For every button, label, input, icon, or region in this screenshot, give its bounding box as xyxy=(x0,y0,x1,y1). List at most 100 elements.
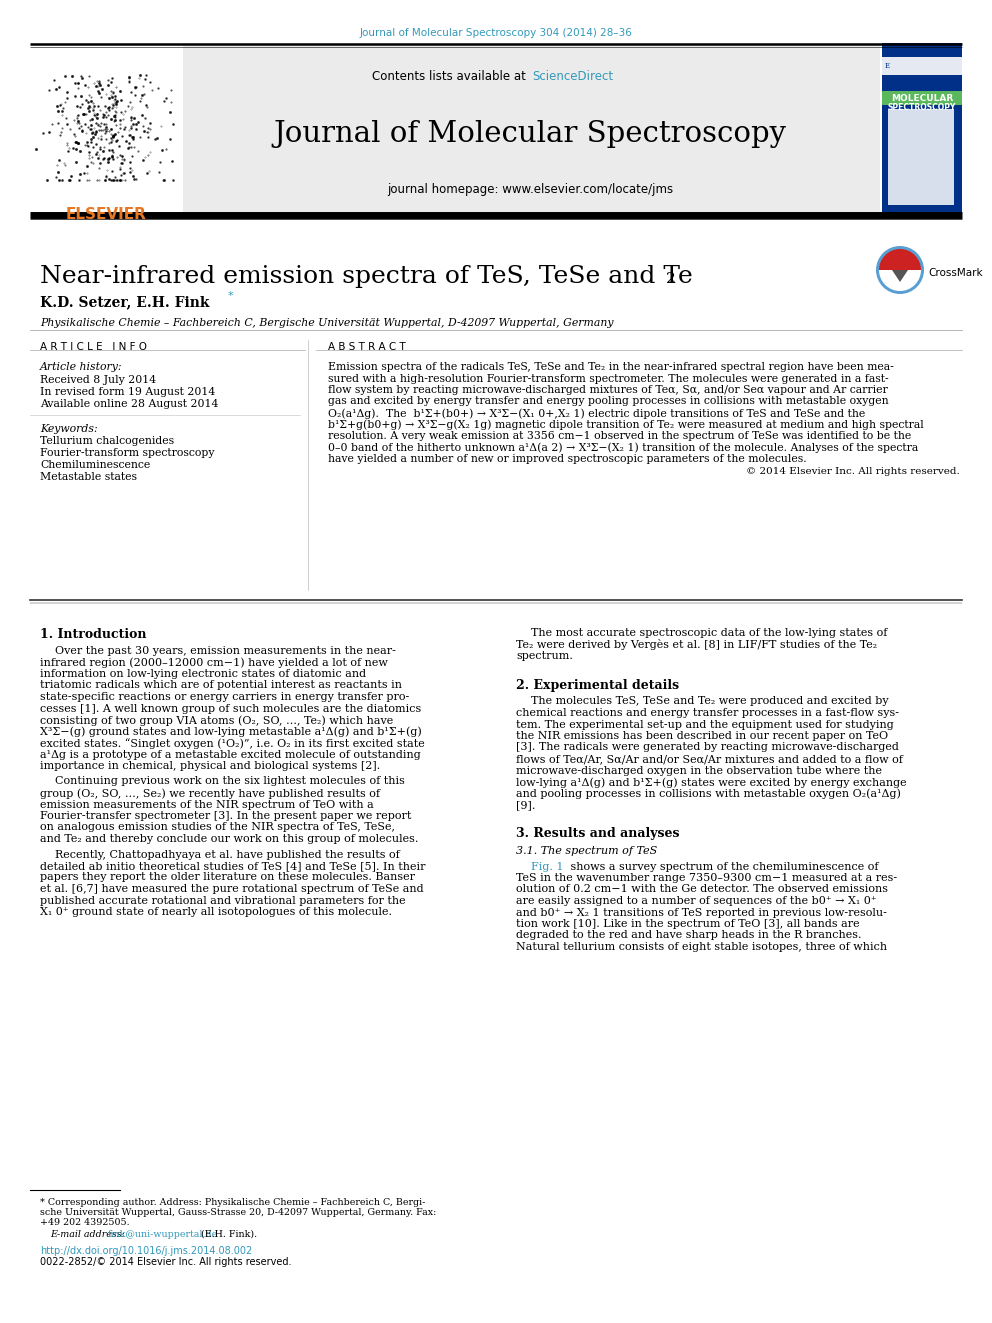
Polygon shape xyxy=(892,270,908,282)
Text: Chemiluminescence: Chemiluminescence xyxy=(40,460,150,470)
Text: spectrum.: spectrum. xyxy=(516,651,572,662)
Text: tem. The experimental set-up and the equipment used for studying: tem. The experimental set-up and the equ… xyxy=(516,720,894,729)
Text: and Te₂ and thereby conclude our work on this group of molecules.: and Te₂ and thereby conclude our work on… xyxy=(40,833,419,844)
Text: Fourier-transform spectroscopy: Fourier-transform spectroscopy xyxy=(40,448,214,458)
Text: cesses [1]. A well known group of such molecules are the diatomics: cesses [1]. A well known group of such m… xyxy=(40,704,422,713)
Text: are easily assigned to a number of sequences of the b0⁺ → X₁ 0⁺: are easily assigned to a number of seque… xyxy=(516,896,877,906)
Text: Keywords:: Keywords: xyxy=(40,423,97,434)
Text: 2. Experimental details: 2. Experimental details xyxy=(516,679,680,692)
Text: ScienceDirect: ScienceDirect xyxy=(532,70,613,83)
Text: *: * xyxy=(228,291,234,302)
Text: In revised form 19 August 2014: In revised form 19 August 2014 xyxy=(40,388,215,397)
Text: olution of 0.2 cm−1 with the Ge detector. The observed emissions: olution of 0.2 cm−1 with the Ge detector… xyxy=(516,885,888,894)
Text: 0022-2852/© 2014 Elsevier Inc. All rights reserved.: 0022-2852/© 2014 Elsevier Inc. All right… xyxy=(40,1257,292,1267)
Text: excited states. “Singlet oxygen (¹O₂)”, i.e. O₂ in its first excited state: excited states. “Singlet oxygen (¹O₂)”, … xyxy=(40,738,425,749)
Text: Available online 28 August 2014: Available online 28 August 2014 xyxy=(40,400,218,409)
Text: +49 202 4392505.: +49 202 4392505. xyxy=(40,1218,130,1226)
Text: have yielded a number of new or improved spectroscopic parameters of the molecul: have yielded a number of new or improved… xyxy=(328,454,806,464)
Text: resolution. A very weak emission at 3356 cm−1 observed in the spectrum of TeSe w: resolution. A very weak emission at 3356… xyxy=(328,431,912,441)
Text: 3. Results and analyses: 3. Results and analyses xyxy=(516,827,680,840)
Bar xyxy=(183,45,880,216)
Text: importance in chemical, physical and biological systems [2].: importance in chemical, physical and bio… xyxy=(40,761,380,771)
Text: Article history:: Article history: xyxy=(40,363,122,372)
Text: emission measurements of the NIR spectrum of TeO with a: emission measurements of the NIR spectru… xyxy=(40,799,374,810)
Text: Received 8 July 2014: Received 8 July 2014 xyxy=(40,374,156,385)
Text: infrared region (2000–12000 cm−1) have yielded a lot of new: infrared region (2000–12000 cm−1) have y… xyxy=(40,658,388,668)
Wedge shape xyxy=(879,270,921,291)
Text: Near-infrared emission spectra of TeS, TeSe and Te: Near-infrared emission spectra of TeS, T… xyxy=(40,265,692,288)
Text: The molecules TeS, TeSe and Te₂ were produced and excited by: The molecules TeS, TeSe and Te₂ were pro… xyxy=(531,696,889,706)
Text: a¹Δg is a prototype of a metastable excited molecule of outstanding: a¹Δg is a prototype of a metastable exci… xyxy=(40,750,421,759)
Text: © 2014 Elsevier Inc. All rights reserved.: © 2014 Elsevier Inc. All rights reserved… xyxy=(746,467,960,476)
Text: The most accurate spectroscopic data of the low-lying states of: The most accurate spectroscopic data of … xyxy=(531,628,888,638)
Bar xyxy=(888,108,954,205)
Text: X³Σ−(g) ground states and low-lying metastable a¹Δ(g) and b¹Σ+(g): X³Σ−(g) ground states and low-lying meta… xyxy=(40,726,422,737)
Text: Tellurium chalcogenides: Tellurium chalcogenides xyxy=(40,437,175,446)
Text: Contents lists available at: Contents lists available at xyxy=(372,70,530,83)
Text: X₁ 0⁺ ground state of nearly all isotopologues of this molecule.: X₁ 0⁺ ground state of nearly all isotopo… xyxy=(40,908,392,917)
Text: Over the past 30 years, emission measurements in the near-: Over the past 30 years, emission measure… xyxy=(55,646,396,656)
Text: 1. Introduction: 1. Introduction xyxy=(40,628,147,642)
Text: Fourier-transfer spectrometer [3]. In the present paper we report: Fourier-transfer spectrometer [3]. In th… xyxy=(40,811,412,822)
Text: 0–0 band of the hitherto unknown a¹Δ(a 2) → X³Σ−(X₂ 1) transition of the molecul: 0–0 band of the hitherto unknown a¹Δ(a 2… xyxy=(328,442,919,452)
Text: Emission spectra of the radicals TeS, TeSe and Te₂ in the near-infrared spectral: Emission spectra of the radicals TeS, Te… xyxy=(328,363,894,372)
Text: gas and excited by energy transfer and energy pooling processes in collisions wi: gas and excited by energy transfer and e… xyxy=(328,397,889,406)
Text: and pooling processes in collisions with metastable oxygen O₂(a¹Δg): and pooling processes in collisions with… xyxy=(516,789,901,799)
Text: Physikalische Chemie – Fachbereich C, Bergische Universität Wuppertal, D-42097 W: Physikalische Chemie – Fachbereich C, Be… xyxy=(40,318,613,328)
Text: and b0⁺ → X₂ 1 transitions of TeS reported in previous low-resolu-: and b0⁺ → X₂ 1 transitions of TeS report… xyxy=(516,908,887,917)
Text: sured with a high-resolution Fourier-transform spectrometer. The molecules were : sured with a high-resolution Fourier-tra… xyxy=(328,373,889,384)
Text: Continuing previous work on the six lightest molecules of this: Continuing previous work on the six ligh… xyxy=(55,777,405,786)
Text: K.D. Setzer, E.H. Fink: K.D. Setzer, E.H. Fink xyxy=(40,295,209,310)
Text: 2: 2 xyxy=(666,273,676,286)
Text: ELSEVIER: ELSEVIER xyxy=(65,206,147,222)
Text: http://dx.doi.org/10.1016/j.jms.2014.08.002: http://dx.doi.org/10.1016/j.jms.2014.08.… xyxy=(40,1246,252,1256)
Text: shows a survey spectrum of the chemiluminescence of: shows a survey spectrum of the chemilumi… xyxy=(567,861,879,872)
Text: SPECTROSCOPY: SPECTROSCOPY xyxy=(888,103,956,112)
Text: flows of Teα/Ar, Sα/Ar and/or Seα/Ar mixtures and added to a flow of: flows of Teα/Ar, Sα/Ar and/or Seα/Ar mix… xyxy=(516,754,903,763)
Text: group (O₂, SO, …, Se₂) we recently have published results of: group (O₂, SO, …, Se₂) we recently have … xyxy=(40,789,380,799)
Text: Fig. 1: Fig. 1 xyxy=(531,861,563,872)
Text: on analogous emission studies of the NIR spectra of TeS, TeSe,: on analogous emission studies of the NIR… xyxy=(40,823,395,832)
Text: fink@uni-wuppertal.de: fink@uni-wuppertal.de xyxy=(108,1230,218,1240)
Text: the NIR emissions has been described in our recent paper on TeO: the NIR emissions has been described in … xyxy=(516,732,888,741)
Bar xyxy=(30,60,182,200)
Text: MOLECULAR: MOLECULAR xyxy=(891,94,953,103)
Text: consisting of two group VIA atoms (O₂, SO, …, Te₂) which have: consisting of two group VIA atoms (O₂, S… xyxy=(40,714,393,725)
Text: * Corresponding author. Address: Physikalische Chemie – Fachbereich C, Bergi-: * Corresponding author. Address: Physika… xyxy=(40,1199,426,1207)
Text: E-mail address:: E-mail address: xyxy=(50,1230,125,1240)
Text: Journal of: Journal of xyxy=(907,79,936,85)
Text: [9].: [9]. xyxy=(516,800,536,810)
Text: E: E xyxy=(885,62,890,70)
Text: b¹Σ+g(b0+g) → X³Σ−g(X₂ 1g) magnetic dipole transition of Te₂ were measured at me: b¹Σ+g(b0+g) → X³Σ−g(X₂ 1g) magnetic dipo… xyxy=(328,419,924,430)
Text: (E.H. Fink).: (E.H. Fink). xyxy=(198,1230,257,1240)
Text: Journal of Molecular Spectroscopy: Journal of Molecular Spectroscopy xyxy=(274,120,787,148)
Text: sche Universität Wuppertal, Gauss-Strasse 20, D-42097 Wuppertal, Germany. Fax:: sche Universität Wuppertal, Gauss-Strass… xyxy=(40,1208,436,1217)
Text: Journal of Molecular Spectroscopy 304 (2014) 28–36: Journal of Molecular Spectroscopy 304 (2… xyxy=(359,28,633,38)
Text: information on low-lying electronic states of diatomic and: information on low-lying electronic stat… xyxy=(40,669,366,679)
Text: papers they report the older literature on these molecules. Banser: papers they report the older literature … xyxy=(40,872,415,882)
Text: O₂(a¹Δg).  The  b¹Σ+(b0+) → X³Σ−(X₁ 0+,X₂ 1) electric dipole transitions of TeS : O₂(a¹Δg). The b¹Σ+(b0+) → X³Σ−(X₁ 0+,X₂ … xyxy=(328,407,865,418)
Text: detailed ab initio theoretical studies of TeS [4] and TeSe [5]. In their: detailed ab initio theoretical studies o… xyxy=(40,861,426,871)
Text: TeS in the wavenumber range 7350–9300 cm−1 measured at a res-: TeS in the wavenumber range 7350–9300 cm… xyxy=(516,873,897,882)
Text: microwave-discharged oxygen in the observation tube where the: microwave-discharged oxygen in the obser… xyxy=(516,766,882,775)
Text: triatomic radicals which are of potential interest as reactants in: triatomic radicals which are of potentia… xyxy=(40,680,402,691)
Wedge shape xyxy=(879,249,921,270)
Circle shape xyxy=(876,246,924,294)
Text: A R T I C L E   I N F O: A R T I C L E I N F O xyxy=(40,343,147,352)
Text: CrossMark: CrossMark xyxy=(928,269,983,278)
Text: chemical reactions and energy transfer processes in a fast-flow sys-: chemical reactions and energy transfer p… xyxy=(516,708,899,718)
Text: journal homepage: www.elsevier.com/locate/jms: journal homepage: www.elsevier.com/locat… xyxy=(387,183,673,196)
Text: published accurate rotational and vibrational parameters for the: published accurate rotational and vibrat… xyxy=(40,896,406,905)
Text: tion work [10]. Like in the spectrum of TeO [3], all bands are: tion work [10]. Like in the spectrum of … xyxy=(516,919,860,929)
Bar xyxy=(882,57,962,75)
Text: [3]. The radicals were generated by reacting microwave-discharged: [3]. The radicals were generated by reac… xyxy=(516,742,899,753)
Text: flow system by reacting microwave-discharged mixtures of Teα, Sα, and/or Seα vap: flow system by reacting microwave-discha… xyxy=(328,385,888,396)
Text: Natural tellurium consists of eight stable isotopes, three of which: Natural tellurium consists of eight stab… xyxy=(516,942,887,953)
Text: Recently, Chattopadhyaya et al. have published the results of: Recently, Chattopadhyaya et al. have pub… xyxy=(55,849,400,860)
Text: 3.1. The spectrum of TeS: 3.1. The spectrum of TeS xyxy=(516,845,658,856)
Text: A B S T R A C T: A B S T R A C T xyxy=(328,343,406,352)
Bar xyxy=(882,44,962,216)
Text: degraded to the red and have sharp heads in the R branches.: degraded to the red and have sharp heads… xyxy=(516,930,861,941)
Text: Metastable states: Metastable states xyxy=(40,472,137,482)
Text: et al. [6,7] have measured the pure rotational spectrum of TeSe and: et al. [6,7] have measured the pure rota… xyxy=(40,884,424,894)
